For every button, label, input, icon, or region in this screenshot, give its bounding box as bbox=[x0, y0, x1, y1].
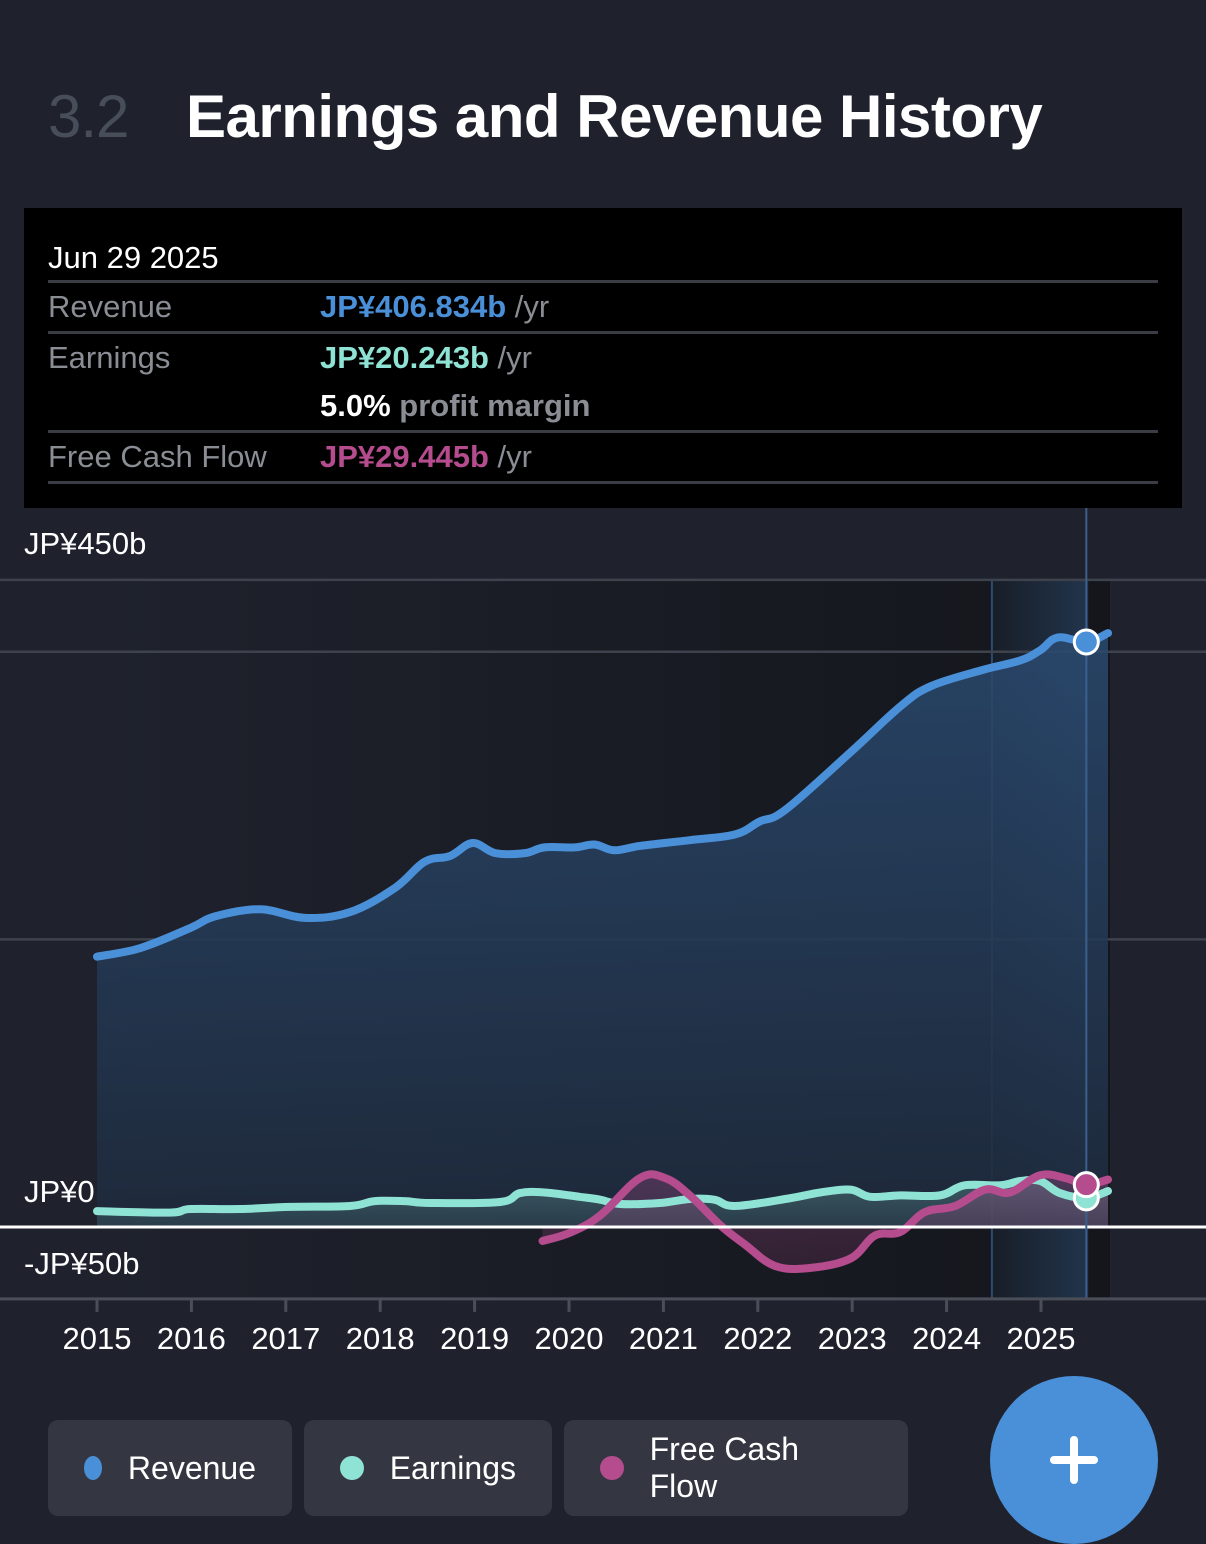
x-tick-label-2022: 2022 bbox=[723, 1321, 792, 1356]
chart-tooltip: Jun 29 2025 Revenue JP¥406.834b /yr Earn… bbox=[24, 208, 1182, 508]
tooltip-label-earnings: Earnings bbox=[48, 340, 171, 375]
y-tick-label-0: JP¥0 bbox=[24, 1174, 95, 1209]
tooltip-row-fcf: Free Cash Flow JP¥29.445b /yr bbox=[48, 430, 1158, 484]
tooltip-value-earnings: JP¥20.243b bbox=[320, 340, 489, 375]
legend-label-earnings: Earnings bbox=[389, 1449, 516, 1486]
x-tick-label-2016: 2016 bbox=[157, 1321, 226, 1356]
fcf-line bbox=[538, 1170, 1113, 1273]
legend-chip-fcf[interactable]: Free Cash Flow bbox=[564, 1420, 908, 1516]
x-tick-label-2024: 2024 bbox=[912, 1321, 981, 1356]
section-title: Earnings and Revenue History bbox=[186, 83, 1043, 150]
tooltip-value-fcf: JP¥29.445b bbox=[320, 439, 489, 474]
revenue-line bbox=[93, 629, 1113, 961]
legend-label-fcf: Free Cash Flow bbox=[649, 1431, 800, 1504]
earnings-line bbox=[93, 1175, 1113, 1217]
tooltip-label-revenue: Revenue bbox=[48, 289, 173, 324]
legend-chip-revenue[interactable]: Revenue bbox=[48, 1420, 292, 1516]
tooltip-date: Jun 29 2025 bbox=[48, 240, 219, 275]
legend-chip-earnings[interactable]: Earnings bbox=[304, 1420, 552, 1516]
section-header: 3.2 Earnings and Revenue History bbox=[48, 82, 1043, 151]
add-button[interactable] bbox=[990, 1376, 1158, 1544]
revenue-marker bbox=[1072, 628, 1100, 656]
profit-margin-label: profit margin bbox=[399, 388, 591, 423]
x-tick-label-2023: 2023 bbox=[818, 1321, 887, 1356]
revenue-dot-icon bbox=[84, 1456, 102, 1480]
tooltip-label-fcf: Free Cash Flow bbox=[48, 439, 267, 474]
tooltip-unit-revenue: /yr bbox=[514, 289, 550, 324]
tooltip-unit-fcf: /yr bbox=[497, 439, 532, 474]
legend-label-revenue: Revenue bbox=[127, 1449, 256, 1486]
y-tick-label-neg50: -JP¥50b bbox=[24, 1246, 140, 1281]
y-tick-label-450: JP¥450b bbox=[24, 526, 147, 561]
x-tick-label-2015: 2015 bbox=[63, 1321, 132, 1356]
tooltip-row-revenue: Revenue JP¥406.834b /yr bbox=[48, 280, 1158, 331]
tooltip-unit-earnings: /yr bbox=[497, 340, 532, 375]
section-number: 3.2 bbox=[48, 83, 129, 150]
x-tick-label-2020: 2020 bbox=[535, 1321, 604, 1356]
revenue-area bbox=[97, 633, 1109, 1227]
x-tick-label-2021: 2021 bbox=[629, 1321, 698, 1356]
chart-area[interactable]: 2015 2016 2017 2018 2019 2020 2021 2022 2023 2024… bbox=[0, 508, 1206, 1378]
x-tick-label-2018: 2018 bbox=[346, 1321, 415, 1356]
legend: Revenue Earnings Free Cash Flow bbox=[48, 1420, 908, 1516]
x-tick-label-2017: 2017 bbox=[251, 1321, 320, 1356]
fcf-dot-icon bbox=[600, 1456, 624, 1480]
chart-svg[interactable]: 2015 2016 2017 2018 2019 2020 2021 2022 2023 2024… bbox=[0, 508, 1206, 1378]
tooltip-value-revenue: JP¥406.834b bbox=[320, 289, 507, 324]
x-tick-label-2025: 2025 bbox=[1007, 1321, 1076, 1356]
tooltip-row-earnings: Earnings JP¥20.243b /yr 5.0% profit marg… bbox=[48, 331, 1158, 430]
fcf-marker bbox=[1072, 1171, 1100, 1199]
profit-margin-value: 5.0% bbox=[320, 388, 391, 423]
x-tick-label-2019: 2019 bbox=[440, 1321, 509, 1356]
earnings-dot-icon bbox=[340, 1456, 364, 1480]
